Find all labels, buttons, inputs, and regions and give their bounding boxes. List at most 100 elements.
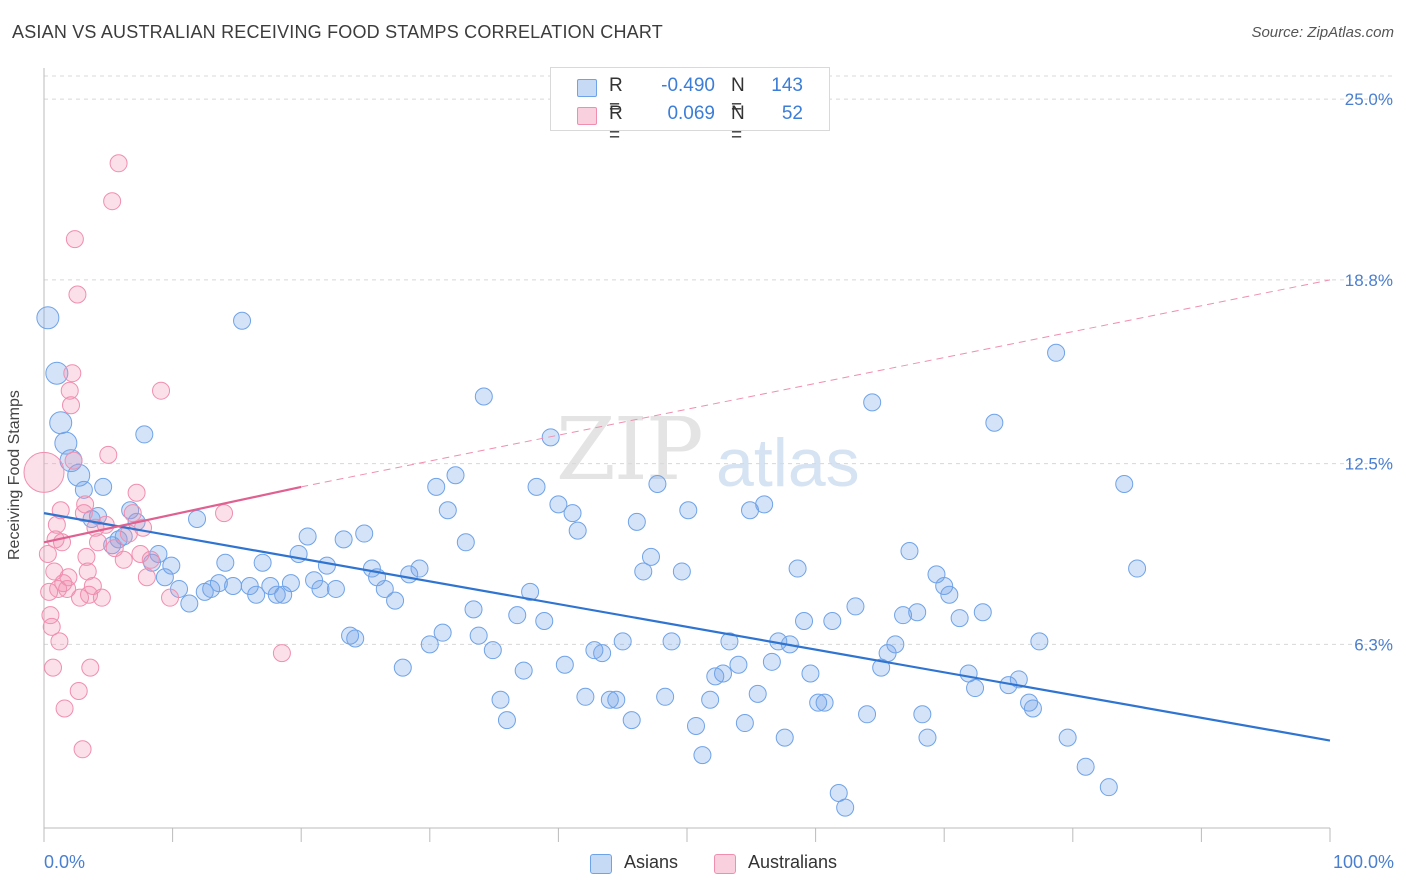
asian-point	[298, 527, 317, 546]
australians-trend-line	[43, 485, 302, 544]
australian-point	[77, 547, 96, 566]
legend-n-value-australians: 52	[781, 103, 803, 124]
legend-n-label: N =	[731, 75, 745, 118]
asian-point	[627, 512, 646, 531]
asian-point	[281, 574, 300, 593]
source-label: Source: ZipAtlas.com	[1251, 24, 1394, 41]
asian-point	[135, 425, 154, 444]
asian-point	[913, 705, 932, 724]
asian-point	[1058, 728, 1077, 747]
asian-point	[188, 509, 207, 528]
asian-point	[311, 579, 330, 598]
asian-point	[656, 687, 675, 706]
asian-point	[474, 387, 493, 406]
australian-point	[123, 504, 142, 523]
axes	[43, 68, 1331, 842]
asian-point	[985, 413, 1004, 432]
asian-point	[836, 798, 855, 817]
asian-point	[1099, 778, 1118, 797]
asian-point	[613, 632, 632, 651]
asian-point	[433, 623, 452, 642]
australian-point	[215, 504, 234, 523]
legend-r-value-asians: -0.490	[661, 75, 715, 96]
grid-lines	[44, 75, 1392, 645]
asian-point	[593, 644, 612, 663]
australian-point	[23, 451, 65, 493]
asian-point	[1076, 757, 1095, 776]
correlation-legend: R = -0.490 N = 143 R = 0.069 N = 52	[550, 67, 830, 146]
australian-point	[137, 568, 156, 587]
legend-n-value-asians: 143	[771, 75, 803, 96]
australian-point	[272, 644, 291, 663]
australian-point	[58, 579, 77, 598]
asian-point	[701, 690, 720, 709]
legend-r-label: R =	[609, 75, 623, 118]
asian-point	[863, 393, 882, 412]
asian-point	[549, 495, 568, 514]
australian-point	[103, 192, 122, 211]
y-tick-label: 25.0%	[1345, 90, 1393, 109]
asian-point	[801, 664, 820, 683]
asian-point	[483, 641, 502, 660]
australian-point	[59, 568, 78, 587]
australian-point	[109, 154, 128, 173]
asian-point	[918, 728, 937, 747]
asian-point	[1023, 699, 1042, 718]
australian-point	[38, 544, 57, 563]
asian-point	[326, 579, 345, 598]
asian-point	[317, 556, 336, 575]
asian-point	[662, 632, 681, 651]
asian-point	[762, 652, 781, 671]
asian-point	[420, 635, 439, 654]
australian-point	[81, 658, 100, 677]
asian-point	[446, 466, 465, 485]
asian-point	[809, 693, 828, 712]
chart-title: ASIAN VS AUSTRALIAN RECEIVING FOOD STAMP…	[12, 22, 663, 42]
asian-point	[973, 603, 992, 622]
asian-point	[121, 501, 140, 520]
australian-point	[49, 579, 68, 598]
australian-point	[141, 550, 160, 569]
asian-point	[535, 612, 554, 631]
asian-point	[375, 579, 394, 598]
asian-point	[209, 574, 228, 593]
bottom-legend-swatch-asians	[590, 854, 612, 874]
asian-point	[788, 559, 807, 578]
watermark-atlas: atlas	[716, 425, 860, 501]
asians-points	[36, 306, 1147, 817]
y-tick-label: 6.3%	[1354, 635, 1393, 654]
asian-point	[1030, 632, 1049, 651]
asian-point	[679, 501, 698, 520]
asian-point	[563, 504, 582, 523]
asian-point	[469, 626, 488, 645]
asian-point	[162, 556, 181, 575]
australian-point	[50, 632, 69, 651]
legend-swatch-asians	[577, 79, 597, 97]
legend-n-label: N =	[731, 103, 745, 146]
bottom-legend-label-australians: Australians	[748, 852, 838, 872]
asian-point	[900, 542, 919, 561]
australian-point	[62, 396, 81, 415]
x-axis-min-label: 0.0%	[44, 852, 86, 872]
asian-point	[815, 693, 834, 712]
asian-point	[94, 477, 113, 496]
australian-point	[131, 544, 150, 563]
australian-point	[60, 381, 79, 400]
asian-point	[600, 690, 619, 709]
australian-point	[64, 451, 83, 470]
asian-point	[233, 311, 252, 330]
asian-point	[386, 591, 405, 610]
asian-point	[940, 585, 959, 604]
asian-point	[735, 714, 754, 733]
asian-point	[1115, 474, 1134, 493]
asian-point	[216, 553, 235, 572]
y-tick-label: 12.5%	[1345, 455, 1393, 474]
asian-point	[795, 612, 814, 631]
asian-point	[720, 632, 739, 651]
asian-point	[858, 705, 877, 724]
bottom-legend-label-asians: Asians	[624, 852, 679, 872]
x-axis-max-label: 100.0%	[1332, 852, 1394, 872]
trend-lines	[43, 279, 1331, 742]
asian-point	[45, 361, 69, 385]
